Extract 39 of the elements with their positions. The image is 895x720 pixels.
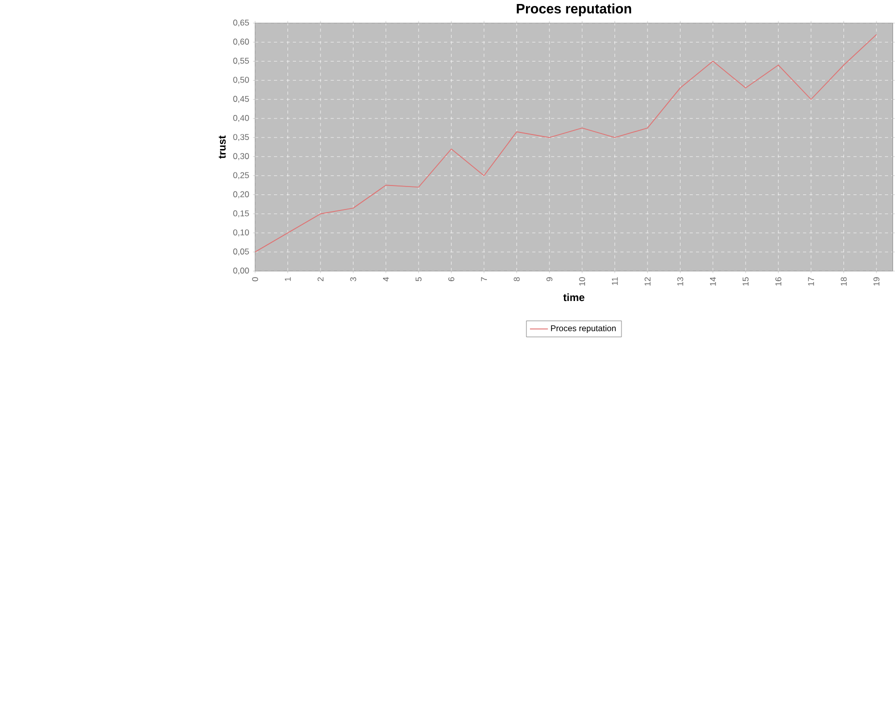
y-tick-label: 0,45 [233, 96, 249, 103]
x-tick-label: 19 [873, 277, 880, 286]
chart-title: Proces reputation [516, 3, 632, 16]
x-tick-label: 0 [252, 277, 258, 282]
y-tick-label: 0,30 [233, 153, 249, 160]
x-tick-label: 6 [448, 277, 454, 282]
x-axis-title: time [563, 293, 584, 302]
x-tick-label: 11 [612, 277, 618, 285]
x-tick-label: 13 [677, 277, 684, 286]
x-tick-label: 10 [579, 277, 586, 286]
y-tick-label: 0,40 [233, 114, 249, 122]
x-tick-label: 17 [808, 277, 814, 286]
y-tick-label: 0,65 [233, 20, 249, 27]
y-tick-label: 0,60 [233, 38, 249, 46]
y-tick-label: 0,10 [233, 229, 249, 236]
x-tick-label: 8 [514, 277, 520, 282]
y-tick-label: 0,50 [233, 76, 249, 84]
y-tick-label: 0,00 [233, 268, 249, 274]
x-tick-label: 15 [742, 277, 749, 286]
x-tick-label: 1 [284, 277, 291, 281]
y-axis-title: trust [218, 135, 226, 159]
x-tick-label: 9 [546, 277, 552, 282]
x-tick-label: 4 [383, 277, 389, 282]
x-tick-label: 5 [416, 277, 422, 282]
y-tick-label: 0,35 [233, 134, 249, 141]
x-tick-label: 3 [350, 277, 356, 282]
x-tick-label: 2 [318, 277, 324, 282]
x-tick-label: 7 [481, 277, 487, 282]
x-tick-label: 16 [775, 277, 782, 286]
y-tick-label: 0,55 [233, 58, 249, 65]
y-tick-label: 0,25 [233, 172, 249, 180]
x-tick-label: 12 [644, 277, 650, 286]
legend-label: Proces reputation [551, 325, 616, 333]
x-tick-label: 18 [840, 277, 847, 286]
x-tick-label: 14 [710, 277, 716, 286]
y-tick-label: 0,20 [233, 191, 249, 198]
y-tick-label: 0,05 [233, 248, 249, 256]
line-series [255, 34, 877, 252]
y-tick-label: 0,15 [233, 210, 249, 218]
